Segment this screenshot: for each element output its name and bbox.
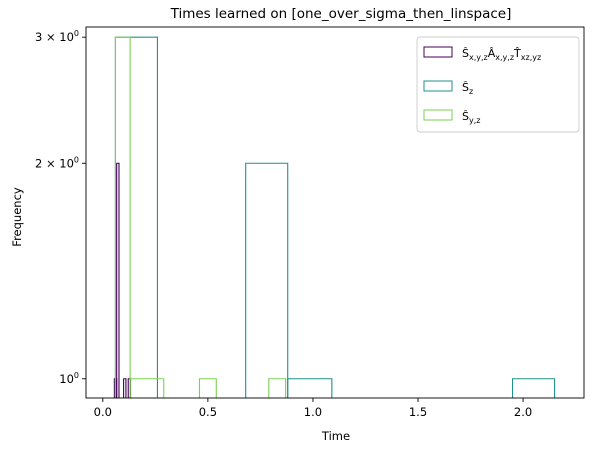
plot-frame [85,26,585,399]
legend-swatch-series-3 [423,109,453,121]
y-tick-label: 3 × 100 [35,29,79,44]
bin-1-3 [123,378,127,398]
x-tick-label: 2.0 [514,405,532,419]
y-axis-ticks: 100 2 × 100 3 × 100 [35,29,86,386]
bin-2-3 [287,378,333,398]
bin-2-1 [114,36,158,398]
y-tick-label: 100 [59,371,79,386]
x-axis-label: Time [321,429,350,443]
bin-3-2 [129,378,165,398]
bin-2-4 [512,378,556,398]
x-tick-label: 0.5 [199,405,217,419]
x-tick-label: 1.5 [409,405,427,419]
legend-swatch-series-2 [423,80,453,92]
bin-3-4 [268,378,287,398]
legend: Ŝx,y,zÂx,y,zT̂xz,yz Ŝz Ŝy,z [416,36,580,133]
bin-1-2 [116,162,120,398]
series-1 [113,162,132,398]
bin-3-1 [114,36,131,398]
legend-swatch-series-1 [423,46,453,58]
bin-2-2 [245,162,289,398]
x-tick-label: 1.0 [304,405,322,419]
y-axis-label: Frequency [10,187,24,247]
x-axis-ticks: 0.0 0.5 1.0 1.5 2.0 [94,398,532,419]
series-3 [114,36,287,398]
x-tick-label: 0.0 [94,405,112,419]
y-tick-label: 2 × 100 [35,155,79,170]
bin-3-3 [198,378,217,398]
histogram-marks [113,36,556,398]
legend-box [416,36,580,133]
legend-label-series-2: Ŝz [462,81,473,96]
chart-title: Times learned on [one_over_sigma_then_li… [170,6,512,22]
